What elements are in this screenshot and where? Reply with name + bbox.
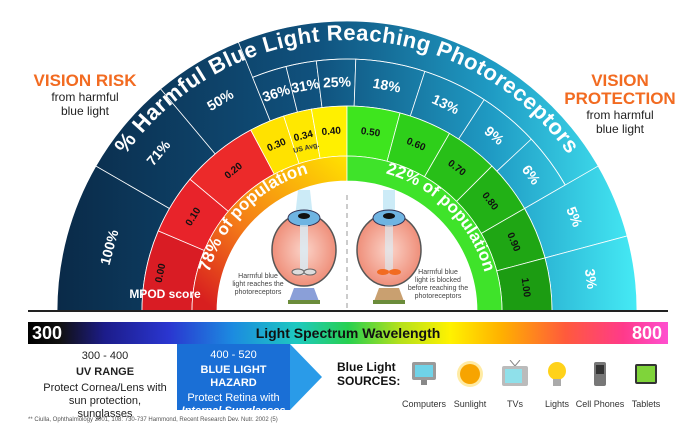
blue-light-hazard-box: 400 - 520 BLUE LIGHT HAZARD Protect Reti… <box>177 344 290 417</box>
population-ring-right <box>346 155 503 312</box>
footnote: ** Ciulla, Ophthalmology 2001, 108: 730-… <box>28 417 278 423</box>
mpod-value: 0.34 <box>293 129 315 144</box>
arrow-triangle <box>290 344 322 410</box>
uv-text: Protect Cornea/Lens with sun protection,… <box>43 382 167 420</box>
hazard-range: 400 - 520 <box>210 349 257 361</box>
vision-protection-panel: VISION PROTECTION from harmful blue ligh… <box>560 71 680 137</box>
source-label: Cell Phones <box>575 399 625 409</box>
percent-value: 5% <box>563 204 586 229</box>
eye-right-caption: Harmful blue light is blocked before reach… <box>408 269 468 300</box>
mpod-value: 0.40 <box>321 125 342 138</box>
phone-icon <box>585 360 615 388</box>
vision-protection-heading: VISION PROTECTION <box>564 71 676 108</box>
title-band-line <box>252 58 566 186</box>
percent-value: 3% <box>582 268 601 291</box>
percent-value: 18% <box>372 75 403 96</box>
uv-range: 300 - 400 <box>81 350 129 362</box>
source-label: Computers <box>401 399 446 409</box>
percent-value: 25% <box>323 73 352 90</box>
light-spectrum-bar: 300 Light Spectrum Wavelength 800 <box>28 322 668 344</box>
mpod-value: 0.50 <box>360 126 381 140</box>
vision-protection-sub: from harmful blue light <box>586 108 654 136</box>
vision-risk-sub: from harmful blue light <box>51 90 119 118</box>
mpod-value: 1.00 <box>519 277 533 298</box>
vision-risk-heading: VISION RISK <box>33 71 137 90</box>
eye-left-caption: Harmful blue light reaches the photorecept… <box>232 273 283 296</box>
spectrum-start: 300 <box>32 323 63 343</box>
percent-value: 31% <box>290 75 321 96</box>
tablet-icon <box>631 360 661 388</box>
mpod-score-label: MPOD score <box>129 287 201 301</box>
spectrum-end: 800 <box>631 323 662 343</box>
mpod-value: 0.00 <box>154 262 169 284</box>
uv-range-info: 300 - 400 UV RANGE Protect Cornea/Lens w… <box>40 350 170 421</box>
eye-protected-illustration <box>356 190 422 304</box>
spectrum-label: Light Spectrum Wavelength <box>255 325 441 341</box>
source-label: Lights <box>544 399 570 409</box>
source-label: TVs <box>506 399 523 409</box>
sun-icon <box>455 360 485 388</box>
uv-title: UV RANGE <box>75 366 135 378</box>
eye-unprotected-illustration <box>271 190 337 304</box>
computer-icon <box>409 360 439 388</box>
tv-icon <box>500 359 530 388</box>
lightbulb-icon <box>542 360 572 388</box>
hazard-text: Protect Retina with <box>187 392 280 404</box>
hazard-title: BLUE LIGHT HAZARD <box>200 364 267 389</box>
blue-light-arc-diagram: 100%71%50% 36%31% 25% 18%13%9%6%5%3%0.000.1… <box>28 20 668 312</box>
source-label: Sunlight <box>453 399 487 409</box>
hazard-emphasis: Internal Sunglasses <box>181 405 286 417</box>
vision-risk-panel: VISION RISK from harmful blue light <box>30 71 140 119</box>
sources-label: Blue Light SOURCES: <box>337 360 401 388</box>
source-label: Tablets <box>631 399 661 409</box>
